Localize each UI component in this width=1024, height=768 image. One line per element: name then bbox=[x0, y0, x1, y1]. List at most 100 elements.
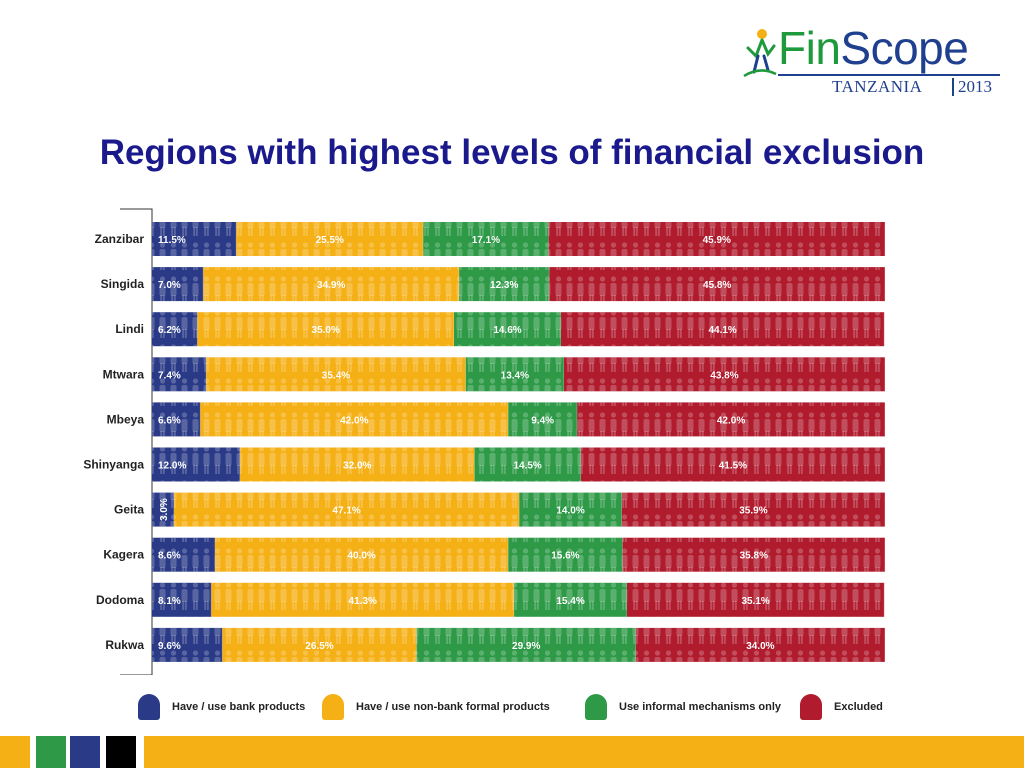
bar-pattern bbox=[152, 447, 240, 482]
bar-pattern bbox=[622, 537, 885, 572]
data-label: 35.0% bbox=[312, 325, 340, 336]
data-label: 34.0% bbox=[746, 641, 774, 652]
bar-pattern bbox=[519, 492, 622, 527]
bar-pattern bbox=[459, 267, 550, 302]
data-label: 13.4% bbox=[501, 370, 529, 381]
bar-pattern bbox=[580, 447, 885, 482]
bar-pattern bbox=[635, 627, 885, 662]
legend-label: Have / use non-bank formal products bbox=[356, 701, 550, 713]
category-label: Lindi bbox=[115, 322, 144, 336]
bar-pattern bbox=[152, 627, 223, 662]
bar-pattern bbox=[152, 537, 216, 572]
footer-segment bbox=[30, 736, 36, 768]
data-label: 32.0% bbox=[343, 461, 371, 472]
bar-pattern bbox=[152, 267, 204, 302]
data-label: 7.0% bbox=[158, 280, 181, 291]
bar-separator bbox=[199, 402, 201, 437]
bar-pattern bbox=[152, 312, 198, 347]
bar-separator bbox=[548, 222, 550, 256]
category-label: Geita bbox=[114, 503, 144, 517]
bar-pattern bbox=[222, 627, 417, 662]
data-label: 9.4% bbox=[531, 415, 554, 426]
footer-segment bbox=[106, 736, 136, 768]
bar-pattern bbox=[563, 357, 885, 392]
bar-pattern bbox=[200, 402, 509, 437]
bar-separator bbox=[884, 267, 886, 302]
bar-pattern bbox=[239, 447, 475, 482]
data-label: 9.6% bbox=[158, 641, 181, 652]
bar-separator bbox=[884, 492, 886, 527]
bar-pattern bbox=[215, 537, 509, 572]
bar-pattern bbox=[173, 492, 520, 527]
legend-label: Excluded bbox=[834, 701, 883, 713]
footer-band bbox=[0, 736, 1024, 768]
logo-fin: Fin bbox=[778, 22, 841, 74]
bar-pattern bbox=[548, 222, 885, 256]
bar-pattern bbox=[203, 267, 460, 302]
footer-segment bbox=[70, 736, 100, 768]
footer-segment bbox=[36, 736, 66, 768]
bar-pattern bbox=[561, 312, 885, 347]
category-label: Mtwara bbox=[103, 367, 145, 381]
logo-underline bbox=[778, 74, 1000, 76]
logo-scope: Scope bbox=[840, 22, 969, 74]
bar-separator bbox=[173, 492, 175, 527]
data-label: 12.0% bbox=[158, 461, 186, 472]
category-label: Zanzibar bbox=[95, 232, 145, 246]
data-label: 12.3% bbox=[490, 280, 518, 291]
bar-pattern bbox=[514, 582, 627, 617]
legend-swatch bbox=[800, 694, 822, 720]
bar-separator bbox=[884, 357, 886, 392]
bar-pattern bbox=[621, 492, 885, 527]
data-label: 8.1% bbox=[158, 596, 181, 607]
category-label: Dodoma bbox=[96, 593, 144, 607]
legend-swatch bbox=[138, 694, 160, 720]
data-label: 43.8% bbox=[710, 370, 738, 381]
bar-pattern bbox=[508, 402, 578, 437]
data-label: 35.8% bbox=[740, 551, 768, 562]
data-label: 7.4% bbox=[158, 370, 181, 381]
data-label: 34.9% bbox=[317, 280, 345, 291]
footer-segment bbox=[0, 736, 30, 768]
bar-separator bbox=[884, 402, 886, 437]
bar-pattern bbox=[197, 312, 454, 347]
data-label: 8.6% bbox=[158, 551, 181, 562]
category-label: Shinyanga bbox=[83, 458, 144, 472]
bar-pattern bbox=[152, 492, 174, 527]
logo-wordmark: FinScope bbox=[778, 22, 969, 74]
bar-pattern bbox=[474, 447, 581, 482]
bar-pattern bbox=[416, 627, 636, 662]
bar-separator bbox=[884, 222, 886, 256]
stacked-bar-chart: Zanzibar 11.5% 25.5% 17.1% 45.9% Singida 7.0% 3… bbox=[83, 208, 886, 675]
bar-pattern bbox=[577, 402, 885, 437]
category-label: Singida bbox=[101, 277, 145, 291]
data-label: 42.0% bbox=[340, 415, 368, 426]
footer-segment bbox=[144, 736, 1024, 768]
bar-separator bbox=[883, 312, 885, 347]
legend-item: Have / use non-bank formal products bbox=[322, 694, 550, 720]
data-label: 25.5% bbox=[316, 235, 344, 246]
data-label: 40.0% bbox=[347, 551, 375, 562]
bar-separator bbox=[884, 537, 886, 572]
bar-separator bbox=[884, 627, 886, 662]
bar-pattern bbox=[626, 582, 885, 617]
legend-item: Excluded bbox=[800, 694, 883, 720]
bar-pattern bbox=[423, 222, 549, 256]
data-label: 42.0% bbox=[717, 415, 745, 426]
bar-pattern bbox=[236, 222, 424, 256]
bar-separator bbox=[883, 582, 885, 617]
data-label: 41.3% bbox=[349, 596, 377, 607]
data-label: 35.4% bbox=[322, 370, 350, 381]
figure-icon bbox=[743, 29, 777, 78]
logo-divider bbox=[952, 78, 954, 96]
data-label: 14.6% bbox=[493, 325, 521, 336]
axis-bracket bbox=[120, 208, 153, 675]
logo-country: TANZANIA bbox=[832, 77, 923, 96]
legend-swatch bbox=[585, 694, 607, 720]
category-label: Rukwa bbox=[105, 638, 144, 652]
legend-item: Have / use bank products bbox=[138, 694, 305, 720]
data-label: 47.1% bbox=[332, 506, 360, 517]
bar-pattern bbox=[211, 582, 515, 617]
bar-pattern bbox=[453, 312, 562, 347]
bar-pattern bbox=[206, 357, 466, 392]
